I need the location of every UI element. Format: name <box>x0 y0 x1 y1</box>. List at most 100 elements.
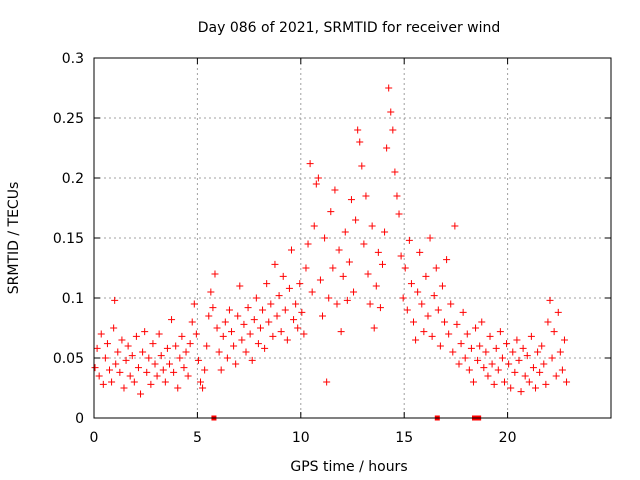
data-point <box>500 378 508 386</box>
data-point <box>285 284 293 292</box>
data-point <box>461 354 469 362</box>
data-point <box>254 340 262 348</box>
data-point <box>91 364 99 372</box>
y-tick-label: 0.05 <box>53 351 84 367</box>
data-point <box>405 236 413 244</box>
data-point <box>321 234 329 242</box>
data-point <box>290 316 298 324</box>
plot-frame <box>93 57 612 419</box>
data-point <box>428 332 436 340</box>
data-point <box>474 356 482 364</box>
data-point <box>509 348 517 356</box>
data-point <box>465 366 473 374</box>
data-point <box>356 138 364 146</box>
data-point <box>540 360 548 368</box>
data-point <box>476 342 484 350</box>
data-point <box>203 342 211 350</box>
data-point <box>277 328 285 336</box>
y-tick-label: 0.1 <box>62 291 84 307</box>
data-point <box>312 180 320 188</box>
data-point <box>554 308 562 316</box>
data-point <box>304 240 312 248</box>
x-tick-label: 10 <box>292 430 310 446</box>
data-point <box>486 332 494 340</box>
data-point <box>453 320 461 328</box>
data-point <box>265 318 273 326</box>
data-point <box>492 344 500 352</box>
data-point <box>490 380 498 388</box>
data-point <box>95 372 103 380</box>
data-point <box>149 340 157 348</box>
data-point <box>207 288 215 296</box>
data-point <box>137 390 145 398</box>
data-point <box>339 272 347 280</box>
data-point <box>236 282 244 290</box>
y-tick-label: 0.2 <box>62 171 84 187</box>
y-tick-label: 0.3 <box>62 51 84 67</box>
data-point <box>548 354 556 362</box>
data-point <box>354 126 362 134</box>
data-point <box>296 280 304 288</box>
data-point <box>190 300 198 308</box>
data-point <box>397 252 405 260</box>
data-point <box>368 222 376 230</box>
data-point <box>484 372 492 380</box>
data-point <box>128 352 136 360</box>
data-point <box>383 144 391 152</box>
data-point <box>122 356 130 364</box>
data-point <box>381 228 389 236</box>
data-point <box>209 304 217 312</box>
data-point <box>145 354 153 362</box>
data-point <box>544 318 552 326</box>
data-point <box>498 354 506 362</box>
data-point <box>347 196 355 204</box>
data-point <box>106 366 114 374</box>
data-point <box>99 380 107 388</box>
data-point <box>370 324 378 332</box>
data-point <box>457 340 465 348</box>
data-point <box>110 324 118 332</box>
data-point <box>201 366 209 374</box>
chart-title: Day 086 of 2021, SRMTID for receiver win… <box>198 20 501 36</box>
data-point <box>563 378 571 386</box>
data-point <box>192 330 200 338</box>
data-point <box>114 348 122 356</box>
data-point <box>513 336 521 344</box>
y-tick-label: 0.15 <box>53 231 84 247</box>
data-point <box>558 366 566 374</box>
data-point <box>213 324 221 332</box>
data-point <box>244 304 252 312</box>
data-point <box>387 108 395 116</box>
data-point <box>395 210 403 218</box>
data-point <box>401 264 409 272</box>
data-point <box>141 328 149 336</box>
data-point <box>337 328 345 336</box>
data-point <box>412 336 420 344</box>
data-point <box>199 384 207 392</box>
data-point <box>443 256 451 264</box>
data-point <box>410 318 418 326</box>
data-point <box>242 348 250 356</box>
data-point <box>273 312 281 320</box>
data-point <box>153 372 161 380</box>
data-point <box>263 280 271 288</box>
data-point <box>345 258 353 266</box>
data-point <box>130 378 138 386</box>
data-point <box>108 378 116 386</box>
data-point <box>319 312 327 320</box>
data-point <box>238 336 246 344</box>
ticks-layer: 0 5 10 15 20 0 0.05 0.1 0.15 0.2 0.25 0.3 <box>53 51 611 446</box>
data-point <box>403 306 411 314</box>
data-point <box>455 360 463 368</box>
data-point <box>178 332 186 340</box>
data-point <box>521 372 529 380</box>
data-point <box>132 332 140 340</box>
data-point <box>221 318 229 326</box>
data-point <box>174 384 182 392</box>
data-point <box>302 264 310 272</box>
data-point <box>139 348 147 356</box>
data-point <box>414 288 422 296</box>
data-point <box>205 312 213 320</box>
data-point <box>556 348 564 356</box>
